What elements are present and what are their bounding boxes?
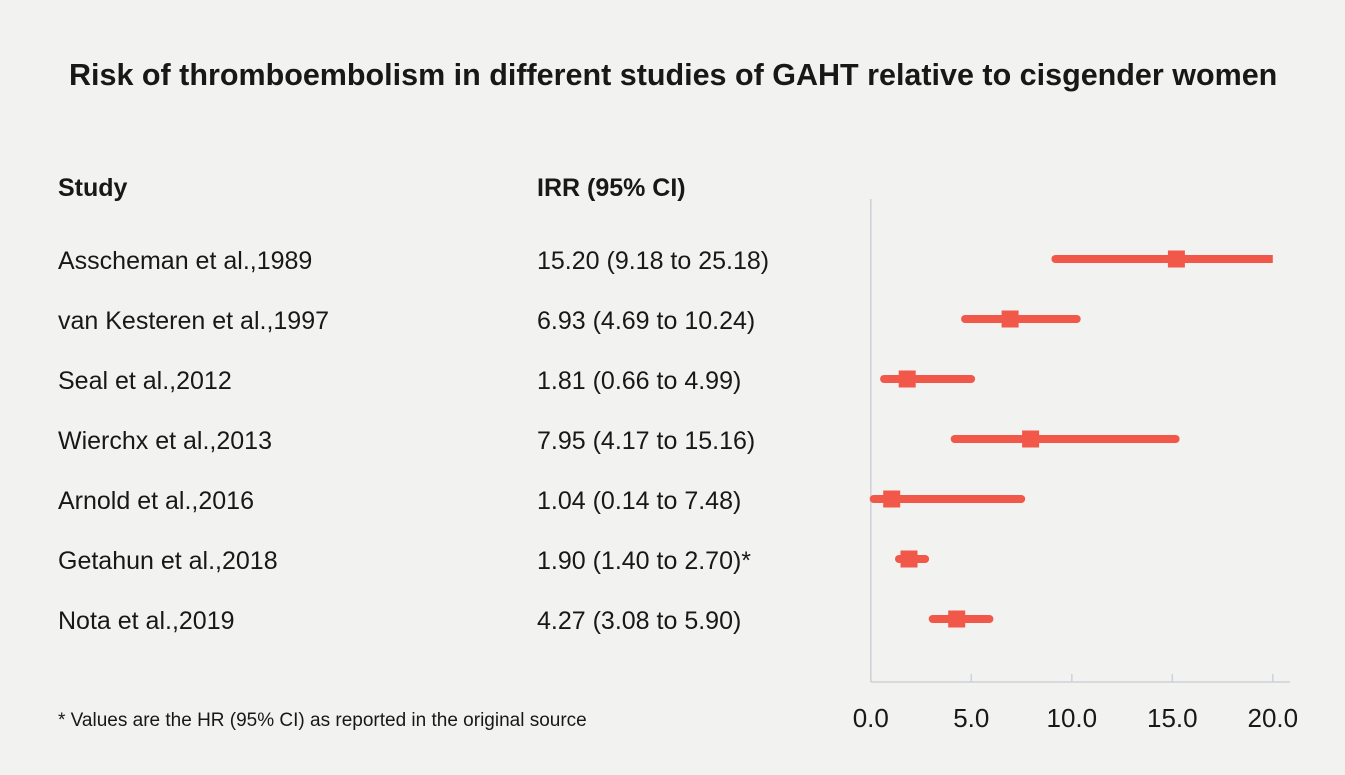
svg-text:20.0: 20.0 xyxy=(1247,703,1298,733)
svg-text:5.0: 5.0 xyxy=(953,703,989,733)
svg-text:0.0: 0.0 xyxy=(853,703,889,733)
svg-text:10.0: 10.0 xyxy=(1046,703,1097,733)
svg-text:15.0: 15.0 xyxy=(1147,703,1198,733)
